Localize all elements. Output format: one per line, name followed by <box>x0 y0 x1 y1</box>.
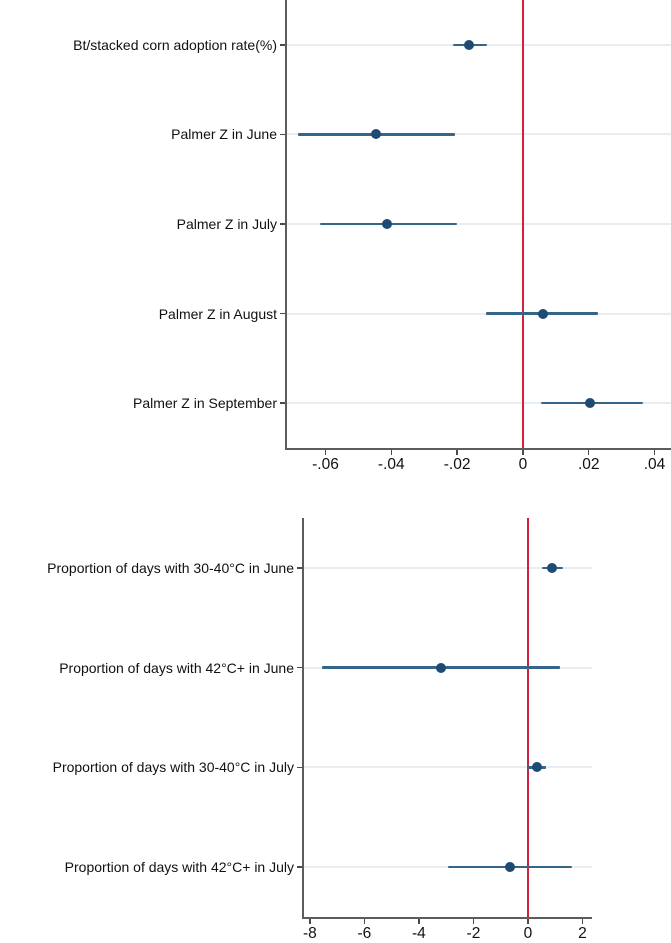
x-axis-tick-label: 2 <box>578 925 587 942</box>
row-gridline <box>285 223 671 225</box>
y-axis-tick <box>280 133 285 136</box>
point-estimate-marker <box>531 762 542 773</box>
category-label: Palmer Z in June <box>171 126 277 143</box>
y-axis-tick <box>297 866 302 868</box>
category-label: Bt/stacked corn adoption rate(%) <box>73 36 277 53</box>
x-axis-line <box>285 448 671 450</box>
x-axis-tick-label: 0 <box>518 456 528 473</box>
x-axis-tick <box>324 449 327 455</box>
point-estimate-marker <box>463 39 474 50</box>
row-gridline <box>302 766 592 769</box>
x-axis-tick <box>522 449 524 455</box>
x-axis-tick-label: .02 <box>577 456 600 473</box>
point-estimate-marker <box>537 308 548 319</box>
category-label: Proportion of days with 30-40°C in June <box>47 559 294 576</box>
zero-reference-line <box>526 518 529 917</box>
x-axis-tick <box>456 449 458 455</box>
point-estimate-marker <box>585 398 596 409</box>
x-axis-tick <box>309 918 311 924</box>
row-gridline <box>302 866 592 869</box>
x-axis-line <box>302 917 592 919</box>
x-axis-tick-label: 0 <box>523 925 533 942</box>
category-label: Palmer Z in September <box>133 395 277 412</box>
x-axis-tick-label: -6 <box>357 925 372 942</box>
point-estimate-marker <box>382 219 392 229</box>
y-axis-tick <box>297 567 302 569</box>
x-axis-tick-label: -.04 <box>377 456 405 473</box>
point-estimate-marker <box>504 862 515 873</box>
y-axis-tick <box>280 312 285 315</box>
x-axis-tick <box>581 918 584 924</box>
y-axis-tick <box>280 44 285 46</box>
x-axis-tick <box>653 449 656 455</box>
y-axis-line <box>302 518 304 917</box>
x-axis-tick <box>587 449 590 455</box>
y-axis-tick <box>280 402 285 404</box>
x-axis-tick-label: -.06 <box>312 456 339 473</box>
y-axis-tick <box>280 223 285 225</box>
x-axis-tick <box>418 918 420 924</box>
row-gridline <box>285 402 671 405</box>
row-gridline <box>302 566 592 569</box>
point-estimate-marker <box>370 129 381 140</box>
category-label: Proportion of days with 42°C+ in June <box>59 659 294 676</box>
point-estimate-marker <box>436 662 446 673</box>
category-label: Proportion of days with 42°C+ in July <box>64 859 294 876</box>
row-gridline <box>285 133 671 136</box>
x-axis-tick-label: -2 <box>466 925 481 942</box>
category-label: Palmer Z in August <box>158 305 277 322</box>
row-gridline <box>285 312 671 315</box>
category-label: Proportion of days with 30-40°C in July <box>52 759 294 776</box>
x-axis-tick-label: -8 <box>302 925 317 942</box>
y-axis-tick <box>297 766 302 769</box>
x-axis-tick <box>363 918 366 924</box>
x-axis-tick <box>390 449 393 455</box>
x-axis-tick-label: .04 <box>643 456 666 473</box>
zero-reference-line <box>521 0 524 448</box>
point-estimate-marker <box>546 562 557 573</box>
y-axis-tick <box>297 666 302 669</box>
x-axis-tick <box>472 918 475 924</box>
y-axis-line <box>285 0 287 448</box>
x-axis-tick-label: -4 <box>412 925 426 942</box>
x-axis-tick-label: -.02 <box>443 456 471 473</box>
category-label: Palmer Z in July <box>176 216 277 232</box>
x-axis-tick <box>527 918 529 924</box>
